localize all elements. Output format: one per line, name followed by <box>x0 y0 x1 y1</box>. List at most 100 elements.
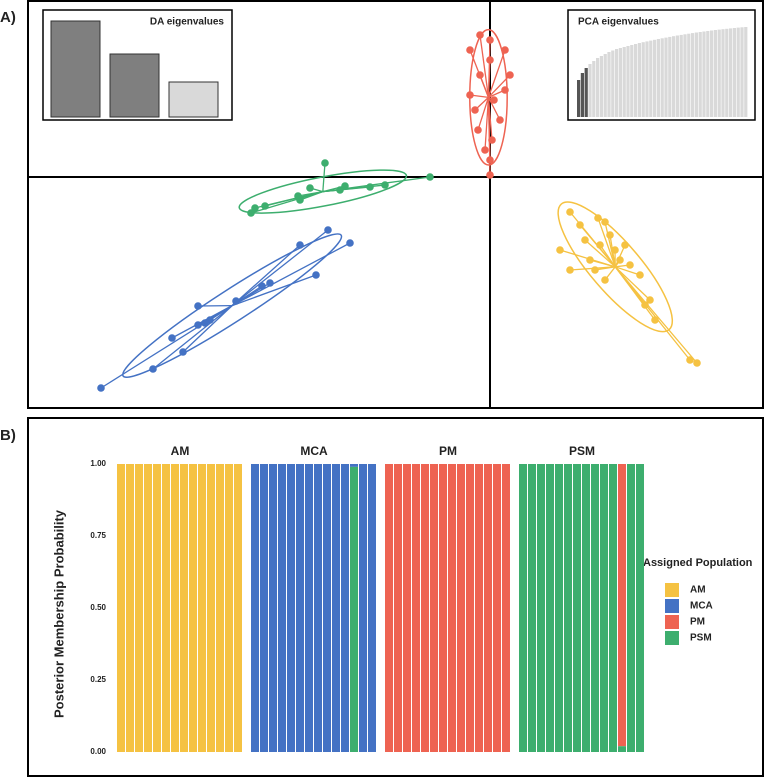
eigen-bar <box>717 29 721 118</box>
membership-bar <box>591 464 599 752</box>
membership-bar <box>618 464 626 747</box>
eigen-bar <box>615 49 619 117</box>
membership-bar <box>117 464 125 752</box>
centroid-link <box>487 97 493 141</box>
membership-bar <box>162 464 170 752</box>
panel-label: B) <box>0 427 16 444</box>
membership-bar <box>180 464 188 752</box>
inset-title: PCA eigenvalues <box>578 17 659 28</box>
point <box>576 221 584 229</box>
legend-label: AM <box>690 585 706 596</box>
centroid-link <box>599 244 616 268</box>
point <box>321 159 329 167</box>
eigen-bar <box>603 54 607 117</box>
membership-bar <box>278 464 286 752</box>
membership-bar <box>412 464 420 752</box>
point <box>486 171 494 179</box>
membership-bar <box>359 464 367 752</box>
panel-b-frame <box>27 417 764 777</box>
point <box>596 241 604 249</box>
eigen-bar <box>691 33 695 117</box>
membership-bar <box>216 464 224 752</box>
inset-title: DA eigenvalues <box>150 17 225 28</box>
eigen-bar <box>687 33 691 118</box>
centroid-link <box>597 217 616 268</box>
point <box>194 321 202 329</box>
legend-label: PSM <box>690 633 712 644</box>
point <box>606 231 614 239</box>
point <box>296 241 304 249</box>
membership-bar <box>260 464 268 752</box>
point <box>591 266 599 274</box>
eigen-bar <box>622 47 626 117</box>
membership-bar <box>528 464 536 752</box>
legend-swatch <box>665 615 679 629</box>
eigen-bar <box>649 40 653 117</box>
centroid-link <box>614 244 626 268</box>
point <box>466 91 474 99</box>
point <box>594 214 602 222</box>
membership-bar <box>573 464 581 752</box>
eigen-bar <box>630 45 634 117</box>
eigen-bar <box>713 30 717 117</box>
point <box>426 173 434 181</box>
point <box>601 218 609 226</box>
point <box>556 246 564 254</box>
eigen-bar <box>607 52 611 117</box>
membership-bar <box>189 464 197 752</box>
point <box>471 106 479 114</box>
eigen-bar <box>577 80 581 117</box>
point <box>194 302 202 310</box>
point <box>366 183 374 191</box>
membership-bar <box>323 464 331 752</box>
y-tick-label: 0.25 <box>90 675 106 684</box>
point <box>586 256 594 264</box>
eigen-bar <box>706 31 710 117</box>
panel-label: A) <box>0 9 16 26</box>
centroid-link <box>487 49 506 98</box>
eigen-bar <box>599 56 603 117</box>
point <box>312 271 320 279</box>
point <box>261 202 269 210</box>
membership-bar <box>350 466 358 752</box>
eigen-bar <box>596 58 600 117</box>
group-ellipse <box>121 233 343 378</box>
point <box>686 356 694 364</box>
membership-bar <box>519 464 527 752</box>
point <box>501 86 509 94</box>
eigen-bar <box>710 30 714 117</box>
membership-bar <box>269 464 277 752</box>
membership-bar <box>502 464 510 752</box>
eigen-bar <box>668 36 672 117</box>
point <box>506 71 514 79</box>
point <box>206 316 214 324</box>
membership-bar <box>457 464 465 752</box>
y-tick-label: 0.50 <box>90 603 106 612</box>
point <box>466 46 474 54</box>
eigen-bar <box>588 64 592 117</box>
centroid-link <box>488 74 511 98</box>
centroid-link <box>231 242 351 307</box>
membership-bar <box>394 464 402 752</box>
membership-bar <box>350 464 358 467</box>
y-tick-label: 1.00 <box>90 459 106 468</box>
point <box>693 359 701 367</box>
membership-bar <box>305 464 313 752</box>
membership-bar <box>135 464 143 752</box>
point <box>651 316 659 324</box>
centroid-link <box>322 162 326 192</box>
membership-bar <box>430 464 438 752</box>
eigen-bar <box>109 53 160 118</box>
point <box>611 246 619 254</box>
point <box>294 192 302 200</box>
centroid-link <box>231 229 329 307</box>
facet-title: AM <box>171 444 190 458</box>
legend-label: PM <box>690 617 705 628</box>
membership-bar <box>251 464 259 752</box>
eigen-bar <box>611 50 615 117</box>
eigen-bar <box>702 31 706 117</box>
eigen-bar <box>168 81 219 118</box>
point <box>501 46 509 54</box>
eigen-bar <box>683 34 687 117</box>
membership-bar <box>546 464 554 752</box>
